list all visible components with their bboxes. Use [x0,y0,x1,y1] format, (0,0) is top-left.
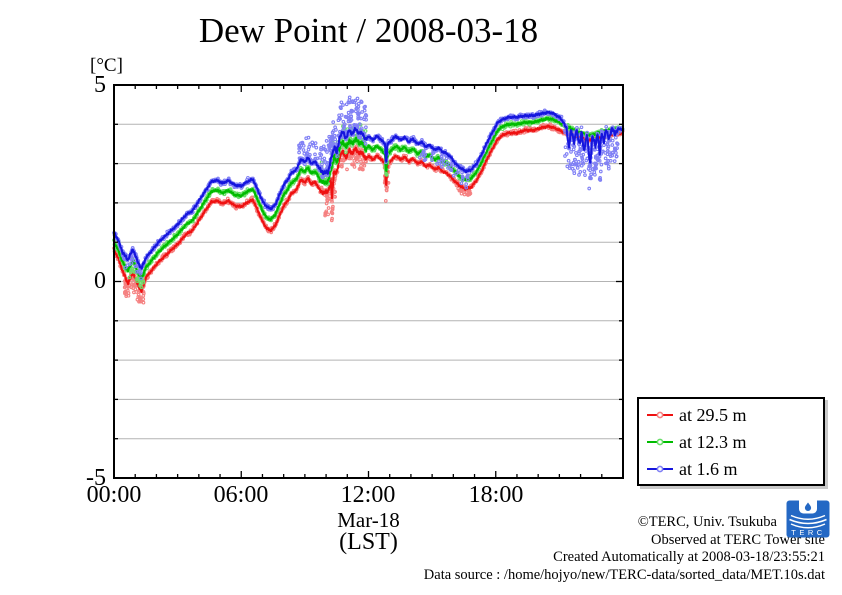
observed-line: Observed at TERC Tower site [650,531,825,548]
y-tick-label-0: 0 [94,268,106,294]
y-tick-label-5: 5 [94,72,106,98]
legend-label: at 1.6 m [679,458,738,479]
x-axis-timezone-label: (LST) [339,529,398,555]
legend-item-12-3m: at 12.3 m [647,430,747,454]
legend: at 29.5 m at 12.3 m at 1.6 m [637,397,825,486]
x-tick-label-0000: 00:00 [86,482,142,508]
legend-item-1-6m: at 1.6 m [647,457,738,481]
y-axis-unit-label: [°C] [90,55,123,76]
footer-credits: ©TERC, Univ. Tsukuba Observed at TERC To… [424,514,825,584]
legend-marker-green [647,436,673,448]
droplet-icon [804,502,812,511]
logo-text: TERC [791,528,825,537]
x-axis-date-label: Mar-18 [337,508,400,532]
legend-label: at 12.3 m [679,431,747,452]
legend-marker-blue [647,463,673,475]
y-tick-label-minus5: -5 [86,465,106,491]
data-source-line: Data source : /home/hojyo/new/TERC-data/… [423,566,825,583]
x-tick-label-1800: 18:00 [468,482,524,508]
legend-label: at 29.5 m [679,404,747,425]
created-line: Created Automatically at 2008-03-18/23:5… [553,549,825,565]
legend-item-29-5m: at 29.5 m [647,403,747,427]
terc-logo-icon: TERC [786,500,830,538]
chart-title: Dew Point / 2008-03-18 [198,11,539,50]
legend-marker-red [647,409,673,421]
copyright-line: ©TERC, Univ. Tsukuba [637,514,777,530]
x-tick-label-0600: 06:00 [213,482,269,508]
x-tick-label-1200: 12:00 [340,482,396,508]
